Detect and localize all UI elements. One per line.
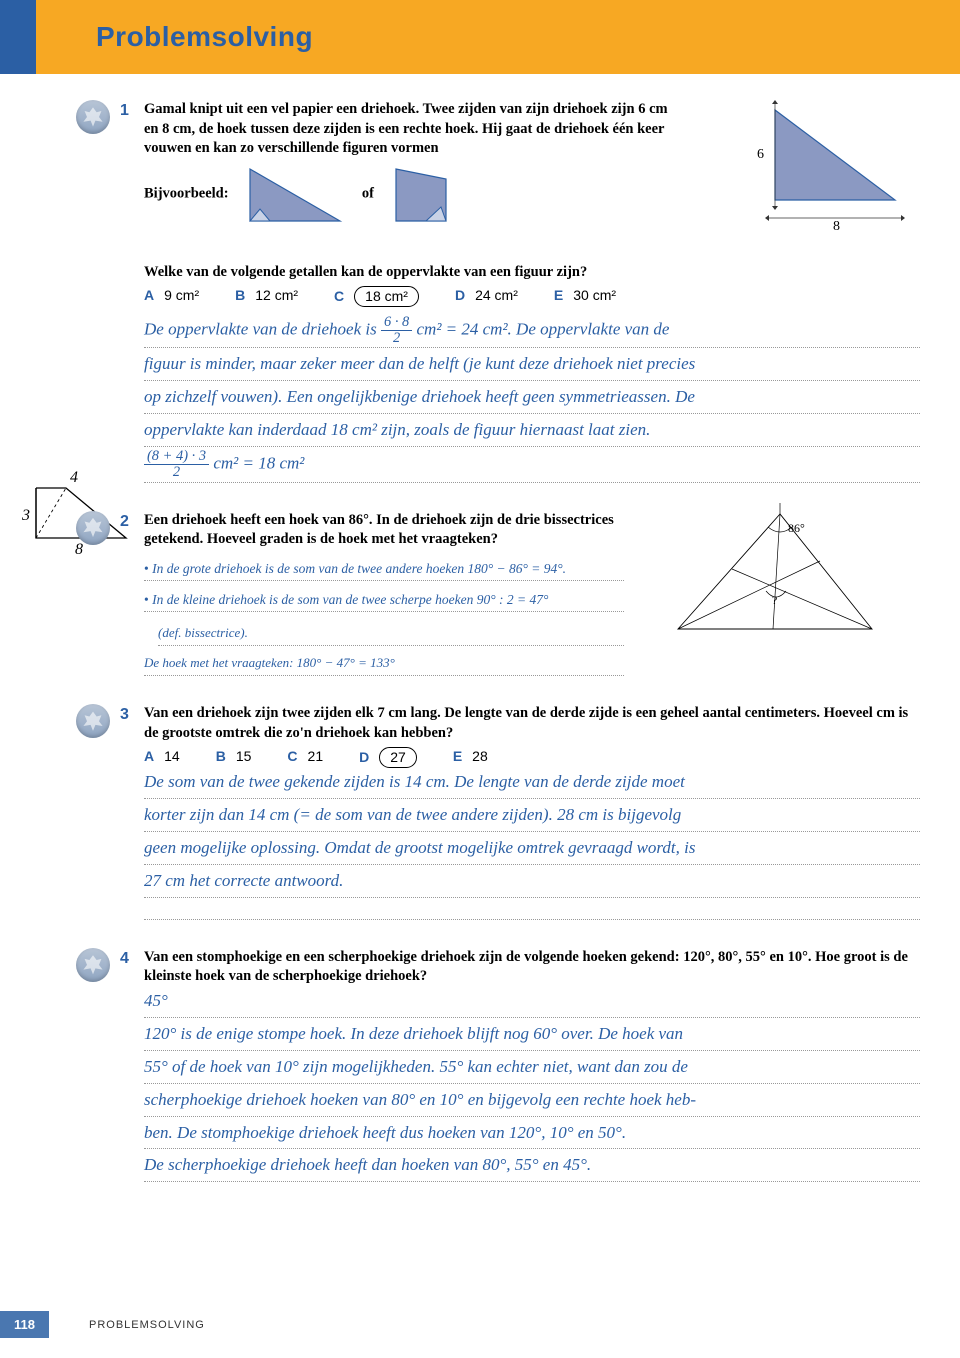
svg-text:?: ?	[772, 593, 777, 607]
q3-answer-1: De som van de twee gekende zijden is 14 …	[144, 768, 920, 799]
q1-text-a: Gamal knipt uit een vel papier een drieh…	[144, 101, 668, 156]
q1-text-b: Bijvoorbeeld:	[144, 185, 229, 201]
q4-answer-5: De scherphoekige driehoek heeft dan hoek…	[144, 1151, 920, 1182]
problem-4: 4 Van een stomphoekige en een scherphoek…	[0, 948, 960, 1182]
q2-bullet-1: In de grote driehoek is de som van de tw…	[144, 560, 624, 581]
q1-answer-line-5: (8 + 4) · 32 cm² = 18 cm²	[144, 449, 920, 482]
q2-conclusion: De hoek met het vraagteken: 180° − 47° =…	[144, 652, 624, 676]
page-footer: 118 PROBLEMSOLVING	[0, 1311, 205, 1338]
q3-correct-oval: 27	[379, 747, 417, 768]
q2-bisector-figure: 86° ?	[670, 499, 880, 646]
page-number: 118	[0, 1311, 49, 1338]
problem-number: 3	[120, 706, 129, 724]
svg-text:4: 4	[70, 469, 78, 486]
q1-answer-line-3: op zichzelf vouwen). Een ongelijkbenige …	[144, 383, 920, 414]
kangaroo-icon	[76, 100, 110, 134]
q3-answer-blank	[144, 900, 920, 920]
q3-answer-3: geen mogelijke oplossing. Omdat de groot…	[144, 834, 920, 865]
q3-text: Van een driehoek zijn twee zijden elk 7 …	[144, 704, 920, 743]
problem-number: 2	[120, 513, 129, 531]
q3-answer-4: 27 cm het correcte antwoord.	[144, 867, 920, 898]
q1-text-c: of	[362, 185, 374, 201]
q1-answer-line-1: De oppervlakte van de driehoek is 6 · 82…	[144, 315, 920, 348]
sidebar-accent	[0, 0, 36, 74]
kangaroo-icon	[76, 511, 110, 545]
problem-3: 3 Van een driehoek zijn twee zijden elk …	[0, 704, 960, 920]
svg-text:8: 8	[833, 219, 840, 230]
q1-fold-figure-1	[240, 159, 350, 229]
q4-answer-3: scherphoekige driehoek hoeken van 80° en…	[144, 1086, 920, 1117]
page-title: Problemsolving	[96, 21, 313, 53]
q3-answer-2: korter zijn dan 14 cm (= de som van de t…	[144, 801, 920, 832]
q1-answer-line-2: figuur is minder, maar zeker meer dan de…	[144, 350, 920, 381]
q4-text: Van een stomphoekige en een scherphoekig…	[144, 948, 920, 987]
problem-number: 4	[120, 950, 129, 968]
q1-question: Welke van de volgende getallen kan de op…	[144, 263, 920, 283]
q1-fold-figure-2	[386, 159, 496, 229]
q1-original-triangle: 6 8	[745, 100, 905, 235]
q4-answer-1: 120° is de enige stompe hoek. In deze dr…	[144, 1020, 920, 1051]
q1-options: A9 cm² B12 cm² C18 cm² D24 cm² E30 cm²	[144, 286, 920, 307]
kangaroo-icon	[76, 948, 110, 982]
kangaroo-icon	[76, 704, 110, 738]
q3-options: A14 B15 C21 D27 E28	[144, 747, 920, 768]
q1-answer-line-4: oppervlakte kan inderdaad 18 cm² zijn, z…	[144, 416, 920, 447]
q4-answer-0: 45°	[144, 987, 920, 1018]
footer-label: PROBLEMSOLVING	[89, 1319, 205, 1331]
q2-text: Een driehoek heeft een hoek van 86°. In …	[144, 511, 624, 550]
svg-text:86°: 86°	[788, 521, 805, 535]
svg-text:6: 6	[757, 147, 764, 162]
problem-1: 1 Gamal knipt uit een vel papier een dri…	[0, 100, 960, 483]
problem-2: 2 Een driehoek heeft een hoek van 86°. I…	[0, 511, 960, 677]
q4-answer-4: ben. De stomphoekige driehoek heeft dus …	[144, 1119, 920, 1150]
problem-number: 1	[120, 102, 129, 120]
q2-bullet-2: In de kleine driehoek is de som van de t…	[144, 591, 624, 612]
q4-answer-2: 55° of de hoek van 10° zijn mogelijkhede…	[144, 1053, 920, 1084]
page-header: Problemsolving	[36, 0, 960, 74]
q1-correct-oval: 18 cm²	[354, 286, 419, 307]
content: 1 Gamal knipt uit een vel papier een dri…	[0, 100, 960, 1210]
q2-bullet-3: (def. bissectrice).	[158, 622, 624, 646]
